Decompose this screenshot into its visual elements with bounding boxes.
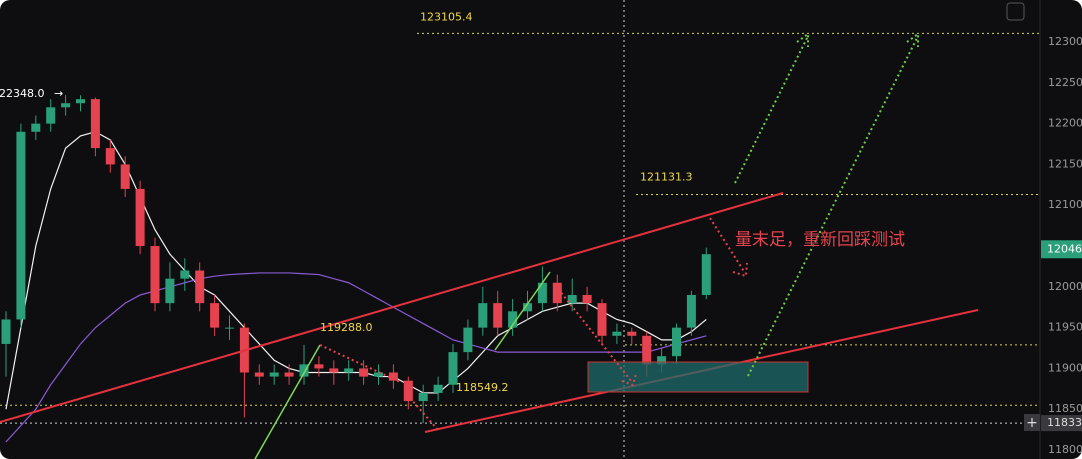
level-label: 119288.0 [320, 321, 373, 334]
marks [0, 32, 1040, 443]
candle-body [686, 294, 696, 328]
y-tick-label: 122000 [1048, 117, 1082, 130]
candle-body [120, 164, 130, 189]
y-tick-label: 118500 [1048, 402, 1082, 415]
candle-body [433, 384, 443, 393]
y-tick-label: 119000 [1048, 361, 1082, 374]
level-label: 118549.2 [456, 381, 509, 394]
current-price-box [1041, 240, 1082, 259]
fullscreen-icon[interactable] [1006, 2, 1025, 21]
candle-body [61, 103, 71, 108]
candle-body [374, 372, 383, 377]
candle-body [195, 270, 205, 304]
y-tick-label: 123000 [1048, 35, 1082, 48]
candle-body [105, 148, 115, 165]
candle-body [388, 372, 398, 381]
candle-body [76, 99, 85, 104]
ma-line [5, 131, 707, 410]
candle-body [359, 368, 369, 377]
price-box [1041, 415, 1082, 432]
candle-body [523, 303, 532, 312]
candle-body [552, 282, 562, 304]
note: 量末足，重新回踩测试 [735, 230, 905, 250]
candle-body [299, 364, 309, 377]
candle-body [448, 352, 458, 385]
candle-body [478, 303, 488, 328]
candle-body [657, 356, 667, 365]
level-label: 123105.4 [420, 10, 473, 23]
candle-body [46, 107, 56, 124]
candle-body [701, 254, 711, 295]
candle-body [582, 294, 592, 304]
y-tick-label: 119500 [1048, 321, 1082, 334]
support-zone [587, 361, 809, 393]
candle-body [135, 188, 145, 247]
candle-body [210, 303, 220, 328]
add-button-icon[interactable]: + [1026, 415, 1038, 431]
y-tick-label: 118000 [1048, 443, 1082, 456]
channel-upper [0, 192, 784, 423]
candle-body [225, 327, 234, 329]
price-label: 118330 [1047, 416, 1082, 429]
y-tick-label: 122500 [1048, 76, 1082, 89]
candle-body [403, 380, 413, 402]
green-legs [254, 271, 551, 459]
candle-body [418, 392, 428, 402]
candle-body [150, 246, 160, 304]
candle-body [254, 372, 264, 377]
candle-body [537, 282, 547, 304]
candle-body [493, 303, 503, 328]
candle-body [612, 331, 622, 336]
level-label: 121131.3 [640, 171, 693, 184]
ma-line [5, 272, 707, 443]
candle-body [284, 372, 294, 377]
candle-body [16, 131, 26, 320]
candle-body [165, 278, 175, 304]
candle-body [90, 99, 100, 149]
peak-label: 122348.0 [0, 87, 45, 100]
current-price-label: 120460 [1047, 242, 1082, 255]
red-arrows [319, 217, 748, 431]
candle-body [567, 294, 577, 304]
candle-body [672, 327, 681, 357]
peak-arrow: → [54, 87, 63, 100]
add-button[interactable] [1024, 414, 1040, 431]
candle-body [31, 123, 41, 132]
candle-body [642, 335, 652, 365]
green-arrows [734, 32, 919, 377]
candle-body [344, 368, 354, 373]
candle-body [508, 311, 518, 328]
y-tick-label: 120000 [1048, 280, 1082, 293]
y-tick-label: 121500 [1048, 157, 1082, 170]
candle-body [329, 368, 339, 373]
candle-body [597, 303, 607, 336]
candle-body [1, 319, 11, 344]
candle-body [269, 372, 279, 377]
candle-body [627, 331, 637, 336]
candle-body [314, 364, 324, 369]
y-tick-label: 121000 [1048, 198, 1082, 211]
candle-body [180, 270, 190, 279]
candle-body [463, 327, 473, 353]
